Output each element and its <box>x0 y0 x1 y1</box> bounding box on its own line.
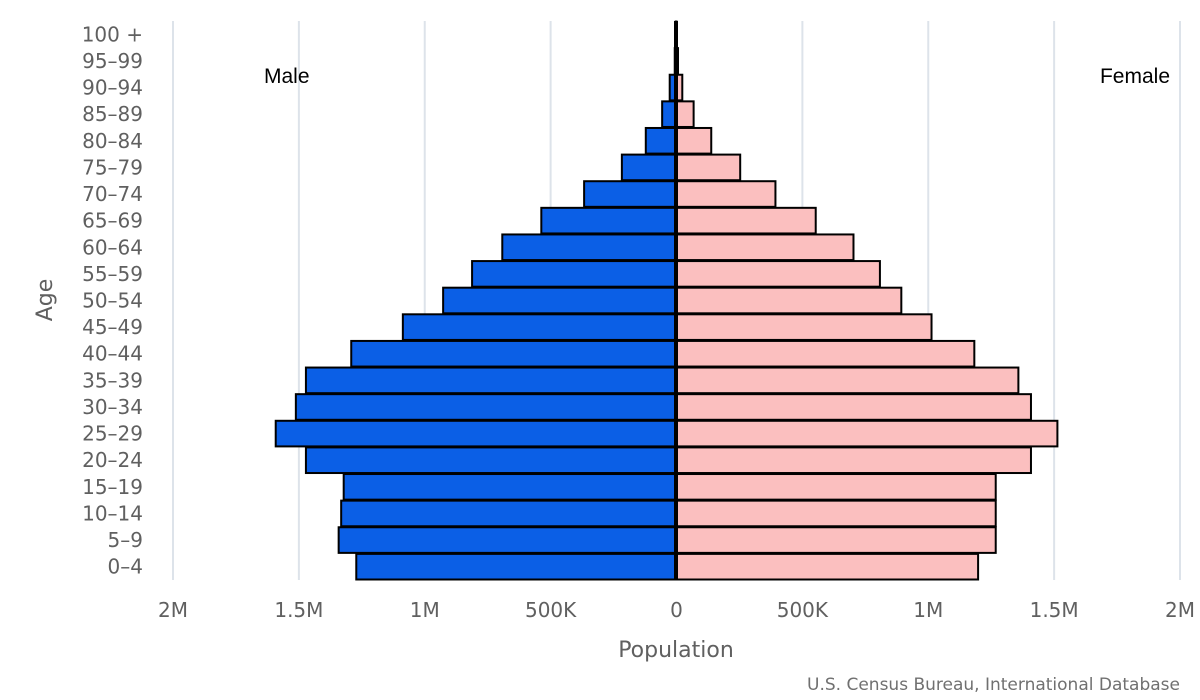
y-tick-label: 45–49 <box>82 315 143 339</box>
female-bar-85-89 <box>675 100 695 128</box>
male-bar-65-69 <box>540 206 677 235</box>
y-tick-label: 100 + <box>82 22 143 46</box>
female-bar-5-9 <box>675 526 997 554</box>
y-tick-label: 85–89 <box>82 102 143 126</box>
x-tick-label: 1.5M <box>274 598 323 622</box>
x-tick-label: 500K <box>525 598 577 622</box>
male-bar-30-34 <box>294 393 677 421</box>
male-bar-45-49 <box>401 313 677 341</box>
male-bar-15-19 <box>342 473 677 501</box>
x-tick-label: 1M <box>913 598 943 622</box>
y-axis-title: Age <box>33 279 58 322</box>
male-bar-85-89 <box>661 100 677 128</box>
female-bar-65-69 <box>675 206 817 235</box>
female-bar-0-4 <box>675 552 980 581</box>
y-tick-label: 65–69 <box>82 209 143 233</box>
male-bar-60-64 <box>501 233 678 262</box>
x-tick-label: 2M <box>1165 598 1195 622</box>
male-bar-40-44 <box>350 339 677 368</box>
female-bar-35-39 <box>675 366 1020 395</box>
male-bar-35-39 <box>304 366 677 395</box>
female-bar-60-64 <box>675 233 855 262</box>
y-tick-label: 25–29 <box>82 422 143 446</box>
female-bar-10-14 <box>675 499 997 528</box>
female-bar-50-54 <box>675 286 903 315</box>
male-bar-55-59 <box>471 260 677 288</box>
male-bar-70-74 <box>583 180 678 208</box>
y-tick-label: 50–54 <box>82 289 143 313</box>
y-tick-label: 40–44 <box>82 342 143 366</box>
y-tick-label: 20–24 <box>82 448 143 472</box>
male-bar-10-14 <box>340 499 677 528</box>
female-bar-80-84 <box>675 126 713 155</box>
female-bar-55-59 <box>675 260 881 288</box>
female-bar-70-74 <box>675 180 777 208</box>
male-bar-0-4 <box>355 552 677 581</box>
male-bar-50-54 <box>442 286 677 315</box>
y-tick-label: 0–4 <box>108 555 143 579</box>
female-bar-30-34 <box>675 393 1032 421</box>
y-tick-label: 60–64 <box>82 235 143 259</box>
bars <box>274 20 1059 581</box>
x-axis-title: Population <box>618 638 734 663</box>
female-bar-25-29 <box>675 419 1059 448</box>
female-label: Female <box>1100 65 1170 88</box>
y-tick-label: 30–34 <box>82 395 143 419</box>
male-bar-80-84 <box>644 126 677 155</box>
y-tick-label: 75–79 <box>82 155 143 179</box>
source-credit: U.S. Census Bureau, International Databa… <box>807 675 1180 695</box>
x-tick-label: 1M <box>410 598 440 622</box>
x-tick-label: 0 <box>670 598 683 622</box>
male-bar-75-79 <box>620 153 678 182</box>
female-bar-40-44 <box>675 339 976 368</box>
y-tick-label: 10–14 <box>82 501 143 525</box>
x-tick-label: 2M <box>158 598 188 622</box>
y-tick-label: 35–39 <box>82 368 143 392</box>
male-bar-20-24 <box>304 446 677 475</box>
x-tick-label: 1.5M <box>1030 598 1079 622</box>
female-bar-45-49 <box>675 313 933 341</box>
female-bar-20-24 <box>675 446 1032 475</box>
y-tick-label: 95–99 <box>82 49 143 73</box>
male-label: Male <box>264 65 310 88</box>
y-tick-label: 80–84 <box>82 129 143 153</box>
y-tick-label: 15–19 <box>82 475 143 499</box>
x-axis-ticks: 2M 1.5M 1M 500K 0 500K 1M 1.5M 2M <box>158 598 1195 622</box>
male-bar-5-9 <box>337 526 677 554</box>
x-tick-label: 500K <box>777 598 829 622</box>
y-tick-label: 5–9 <box>108 528 143 552</box>
female-bar-75-79 <box>675 153 742 182</box>
y-tick-label: 55–59 <box>82 262 143 286</box>
male-bar-25-29 <box>274 419 677 448</box>
y-tick-label: 90–94 <box>82 76 143 100</box>
y-tick-label: 70–74 <box>82 182 143 206</box>
female-bar-15-19 <box>675 473 997 501</box>
